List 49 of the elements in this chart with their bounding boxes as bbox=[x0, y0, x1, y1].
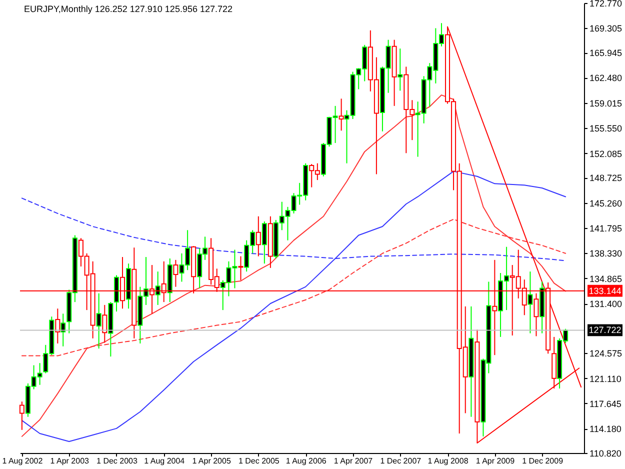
y-tick-label: 152.085 bbox=[590, 148, 622, 159]
y-tick-label: 114.180 bbox=[590, 424, 622, 434]
x-tick-label: 1 Apr 2003 bbox=[50, 456, 90, 466]
x-tick-label: 1 Apr 2009 bbox=[476, 456, 516, 466]
chart-title: EURJPY,Monthly 126.252 127.910 125.956 127.722 bbox=[24, 4, 232, 14]
y-tick-label: 121.110 bbox=[590, 374, 622, 384]
y-tick-label: 148.725 bbox=[590, 173, 622, 184]
y-tick-label: 131.400 bbox=[590, 299, 622, 310]
x-tick-label: 1 Dec 2009 bbox=[522, 456, 564, 466]
line-series bbox=[21, 170, 566, 442]
x-tick-label: 1 Dec 2007 bbox=[380, 456, 422, 466]
candlestick bbox=[173, 259, 178, 288]
y-tick-label: 155.550 bbox=[590, 124, 622, 134]
y-tick-label: 162.480 bbox=[590, 73, 622, 84]
candlestick bbox=[256, 216, 261, 257]
y-tick-label: 138.330 bbox=[590, 248, 622, 259]
x-tick-label: 1 Dec 2005 bbox=[238, 456, 280, 466]
y-tick-label: 117.645 bbox=[590, 398, 622, 409]
candlestick bbox=[96, 292, 102, 350]
y-tick-label: 159.015 bbox=[590, 98, 622, 108]
x-tick-label: 1 Aug 2004 bbox=[144, 456, 186, 466]
y-tick-label: 124.575 bbox=[590, 348, 622, 359]
ref-line-label: 127.722 bbox=[588, 325, 622, 336]
candlestick bbox=[155, 271, 160, 306]
candlestick bbox=[238, 256, 244, 281]
y-tick-label: 110.820 bbox=[590, 448, 622, 458]
x-tick-label: 1 Apr 2005 bbox=[192, 456, 232, 466]
x-tick-label: 1 Aug 2008 bbox=[428, 456, 469, 466]
y-tick-label: 134.865 bbox=[590, 274, 622, 284]
ref-line-label: 133.144 bbox=[588, 286, 622, 296]
candlestick bbox=[398, 48, 403, 92]
y-tick-label: 172.770 bbox=[590, 0, 622, 8]
candlestick bbox=[19, 401, 24, 430]
x-tick-label: 1 Aug 2006 bbox=[286, 456, 327, 466]
y-tick-label: 141.795 bbox=[590, 224, 622, 234]
candlestick bbox=[338, 98, 344, 132]
candlestick bbox=[262, 220, 267, 264]
y-tick-label: 169.305 bbox=[590, 24, 622, 34]
candlestick bbox=[60, 313, 66, 347]
y-tick-label: 165.945 bbox=[590, 48, 622, 58]
candlestick bbox=[55, 308, 60, 344]
x-tick-label: 1 Aug 2002 bbox=[2, 456, 44, 466]
x-tick-label: 1 Dec 2003 bbox=[96, 456, 138, 466]
candlestick bbox=[102, 304, 108, 344]
x-tick-label: 1 Apr 2007 bbox=[334, 456, 374, 466]
candlestick bbox=[534, 292, 539, 337]
y-tick-label: 145.260 bbox=[590, 198, 622, 208]
line-series bbox=[21, 94, 566, 437]
candlestick bbox=[528, 271, 533, 334]
